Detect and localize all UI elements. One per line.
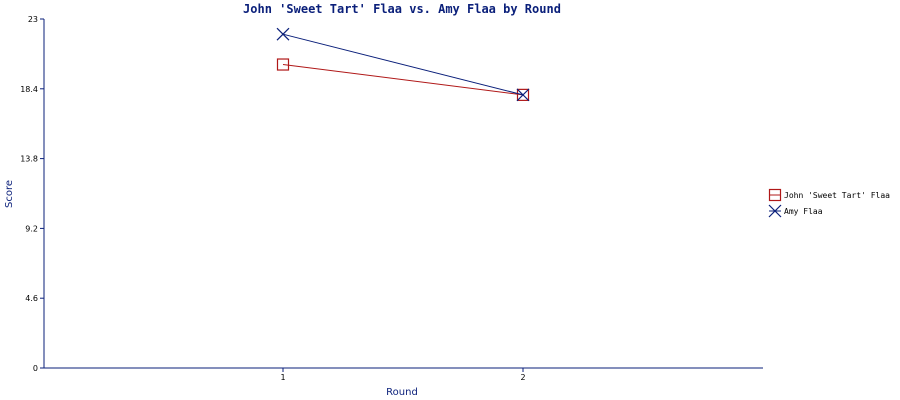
x-axis-label: Round [386,387,418,398]
legend-label: Amy Flaa [784,207,823,216]
data-point [276,27,290,41]
data-point [516,88,530,101]
x-tick-label: 1 [280,373,285,382]
legend-marker [768,204,782,218]
data-point [276,58,290,71]
legend: John 'Sweet Tart' Flaa Amy Flaa [768,188,890,218]
x-tick-label: 2 [520,373,525,382]
y-tick-label: 9.2 [25,224,38,233]
y-ticks: 0 4.6 9.2 13.8 18.4 23 [20,15,44,373]
y-tick-label: 13.8 [20,155,38,164]
y-tick-label: 0 [33,364,38,373]
series-line [282,33,524,96]
y-axis-label: Score [4,180,15,208]
series-line [282,64,524,96]
legend-item: Amy Flaa [768,204,823,218]
legend-label: John 'Sweet Tart' Flaa [784,191,890,200]
legend-item: John 'Sweet Tart' Flaa [768,188,890,202]
data-point [516,88,530,102]
series-layer [276,27,530,102]
y-tick-label: 23 [28,15,38,24]
chart-title: John 'Sweet Tart' Flaa vs. Amy Flaa by R… [243,2,561,16]
series-2 [276,27,530,102]
y-tick-label: 4.6 [25,294,38,303]
y-tick-label: 18.4 [20,85,38,94]
axes [43,19,763,369]
series-1 [276,58,530,101]
legend-marker [768,188,782,202]
